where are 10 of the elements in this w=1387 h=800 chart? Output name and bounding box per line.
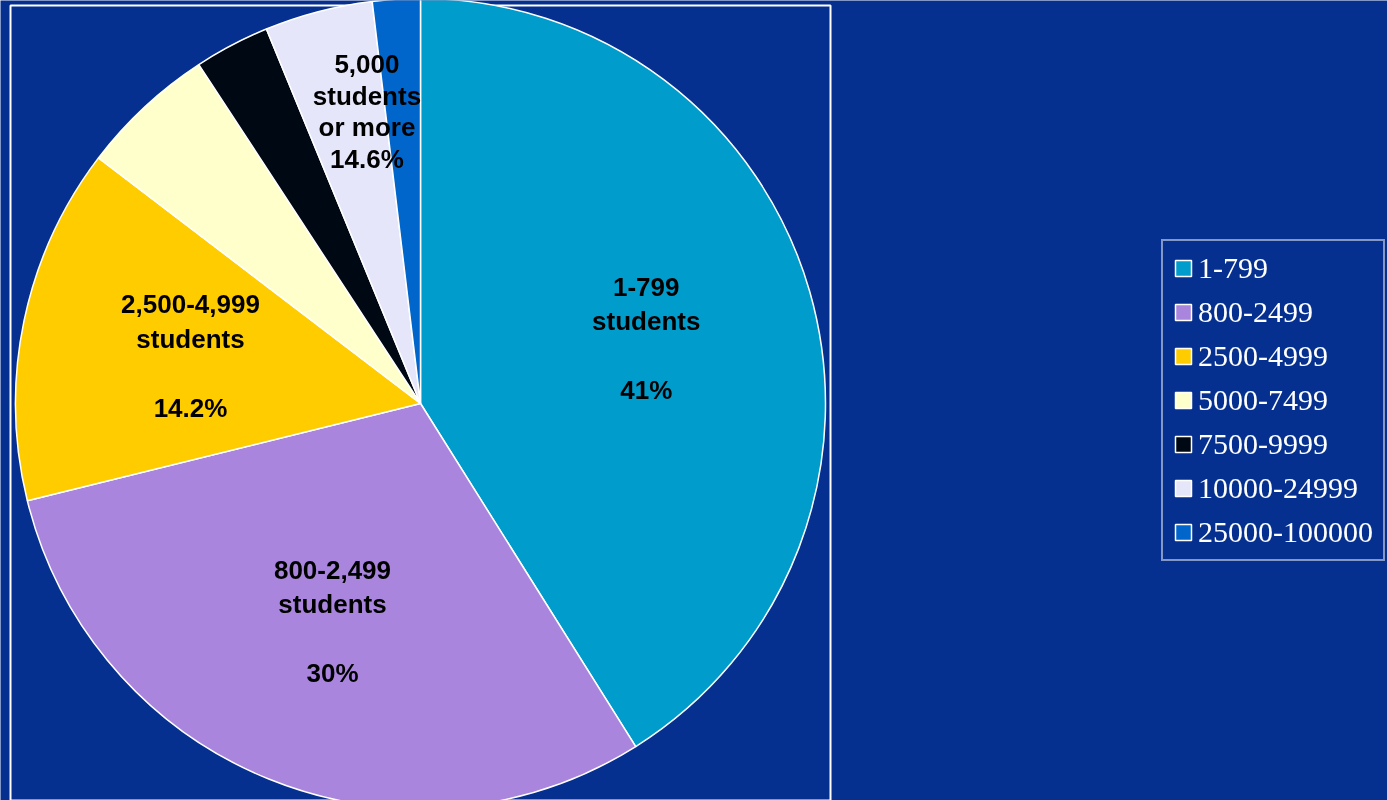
- text: 2,500-4,999 students 14.2%: [121, 289, 260, 423]
- text: 1-799 students 41%: [592, 271, 701, 406]
- text: 800-2,499 students 30%: [273, 554, 392, 689]
- legend-label: 2500-4999: [1198, 339, 1328, 373]
- legend-label: 1-799: [1198, 251, 1268, 285]
- legend-label: 7500-9999: [1198, 427, 1328, 461]
- legend-label: 5000-7499: [1198, 383, 1328, 417]
- legend-label: 25000-100000: [1198, 515, 1373, 549]
- legend-label: 10000-24999: [1198, 471, 1358, 505]
- legend-label: 800-2499: [1198, 295, 1313, 329]
